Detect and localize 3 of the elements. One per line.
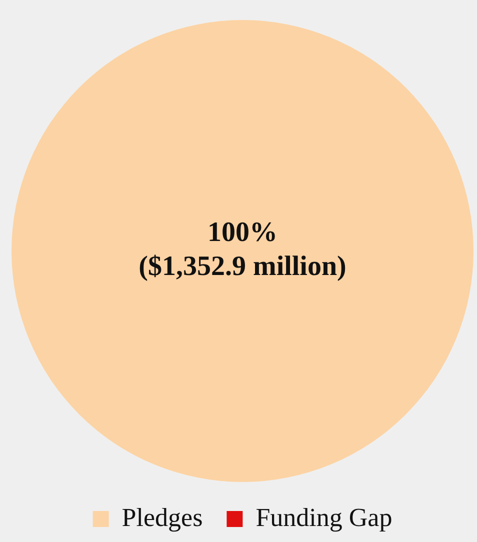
legend-label: Pledges: [122, 502, 203, 532]
legend-label: Funding Gap: [256, 502, 392, 532]
data-label: 100% ($1,352.9 million): [138, 217, 346, 282]
